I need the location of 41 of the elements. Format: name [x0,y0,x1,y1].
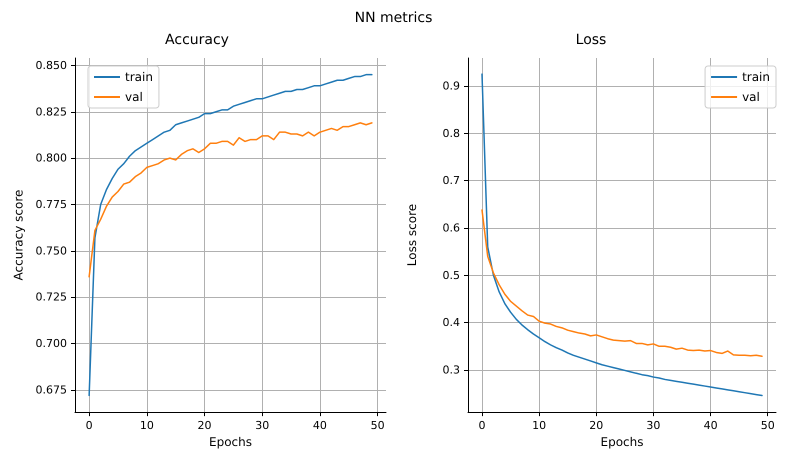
legend-label: train [742,70,770,84]
x-tick-label: 50 [370,419,385,432]
x-axis-title: Epochs [600,435,643,449]
y-tick-label: 0.850 [36,58,67,72]
y-tick-label: 0.9 [442,79,460,92]
y-tick-label: 0.4 [442,316,460,330]
x-tick-label: 0 [478,419,485,432]
y-tick-label: 0.825 [36,105,67,118]
y-tick-label: 0.7 [442,174,460,188]
y-tick-label: 0.775 [36,198,67,211]
y-tick-label: 0.8 [442,126,460,140]
legend-label: train [125,70,153,84]
x-tick-label: 10 [140,419,154,432]
chart-title: Accuracy [165,32,229,48]
x-tick-label: 40 [312,419,327,432]
line-series [88,122,373,278]
x-tick-label: 20 [198,419,212,432]
y-axis-title: Loss score [404,204,418,266]
x-tick-label: 30 [646,419,660,432]
x-tick-label: 0 [86,419,93,432]
y-tick-label: 0.725 [36,290,67,304]
line-series [480,209,762,357]
x-tick-label: 30 [255,419,270,432]
x-tick-label: 10 [532,419,546,432]
y-tick-label: 0.675 [36,383,67,396]
y-tick-label: 0.3 [442,363,460,376]
y-tick-label: 0.5 [442,268,460,282]
y-tick-label: 0.750 [36,244,67,258]
y-tick-label: 0.6 [442,221,460,234]
line-series [88,74,373,396]
chart-title: Loss [575,32,606,48]
x-tick-label: 40 [703,419,718,432]
x-axis-title: Epochs [209,435,252,449]
legend-label: val [742,90,760,104]
legend-label: val [125,90,143,104]
y-tick-label: 0.700 [36,337,67,350]
y-tick-label: 0.800 [36,152,67,165]
x-tick-label: 20 [588,419,603,432]
x-tick-label: 50 [760,419,774,432]
text: NN metrics [354,10,434,26]
y-axis-title: Accuracy score [12,190,26,280]
